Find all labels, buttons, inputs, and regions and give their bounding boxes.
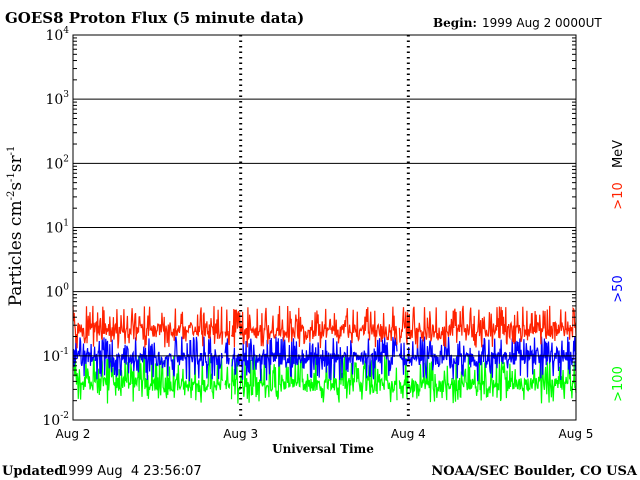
legend-entry-10: >10: [611, 182, 626, 209]
y-tick-label: 102: [45, 154, 69, 172]
x-tick-label-aug-3: Aug 3: [223, 427, 258, 441]
series-group: [72, 305, 577, 404]
plot-frame: [72, 34, 577, 421]
updated-value: 1999 Aug 4 23:56:07: [60, 464, 202, 479]
updated-label: Updated: [2, 464, 63, 479]
y-tick-label: 10-1: [42, 347, 69, 365]
begin-value: 1999 Aug 2 0000UT: [482, 16, 602, 30]
y-tick-label: 101: [45, 219, 69, 237]
x-tick-label-aug-4: Aug 4: [391, 427, 426, 441]
y-tick-labels: 10-2 10-1 100 101 102 103 104: [42, 26, 69, 429]
y-axis-label: Particles cm-2s-1sr-1: [6, 146, 26, 307]
begin-label: Begin:: [433, 16, 477, 30]
x-tick-label-aug-2: Aug 2: [56, 427, 91, 441]
y-tick-label: 10-2: [42, 411, 69, 429]
x-tick-label-aug-5: Aug 5: [559, 427, 594, 441]
y-tick-label: 103: [45, 90, 69, 108]
x-axis-label: Universal Time: [272, 442, 374, 456]
credit-text: NOAA/SEC Boulder, CO USA: [431, 464, 638, 479]
legend-entry-100: >100: [611, 366, 626, 402]
axes-frame-group: [72, 34, 577, 421]
chart-title: GOES8 Proton Flux (5 minute data): [5, 9, 304, 27]
series-line-10mev: [72, 305, 577, 349]
legend-entry-50: >50: [611, 275, 626, 302]
x-tick-labels: Aug 2 Aug 3 Aug 4 Aug 5: [56, 427, 594, 441]
series-line-50mev: [72, 336, 577, 382]
legend-unit: MeV: [611, 140, 626, 168]
y-tick-label: 100: [45, 283, 69, 301]
y-tick-label: 104: [45, 26, 69, 44]
legend: MeV >10 >50 >100: [611, 140, 626, 402]
